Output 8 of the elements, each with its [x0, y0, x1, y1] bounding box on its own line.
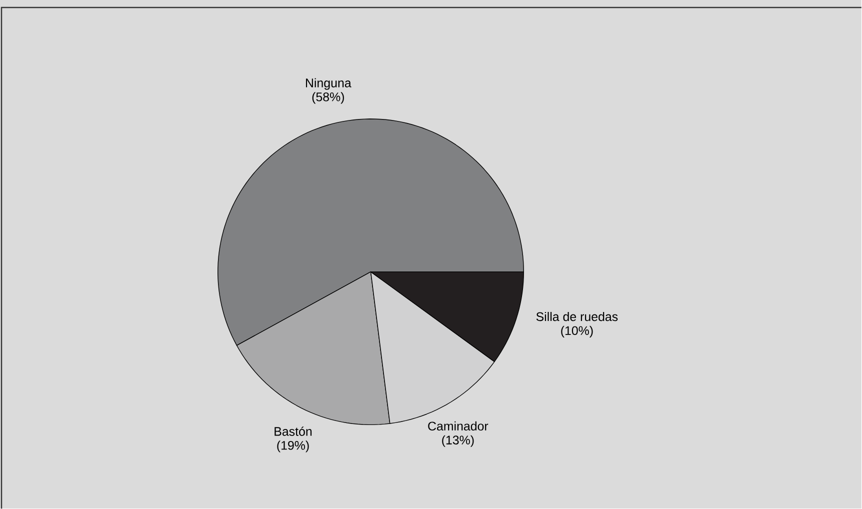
slice-label: Caminador — [428, 421, 488, 430]
slice-label: Ninguna — [306, 78, 352, 90]
slice-label: Silla de ruedas — [536, 312, 618, 321]
slice-label: Bastón — [274, 426, 312, 436]
data-label: (13%) — [442, 435, 474, 447]
data-label: (10%) — [561, 326, 593, 338]
data-label: (19%) — [277, 440, 309, 452]
data-label: (58%) — [312, 92, 344, 104]
